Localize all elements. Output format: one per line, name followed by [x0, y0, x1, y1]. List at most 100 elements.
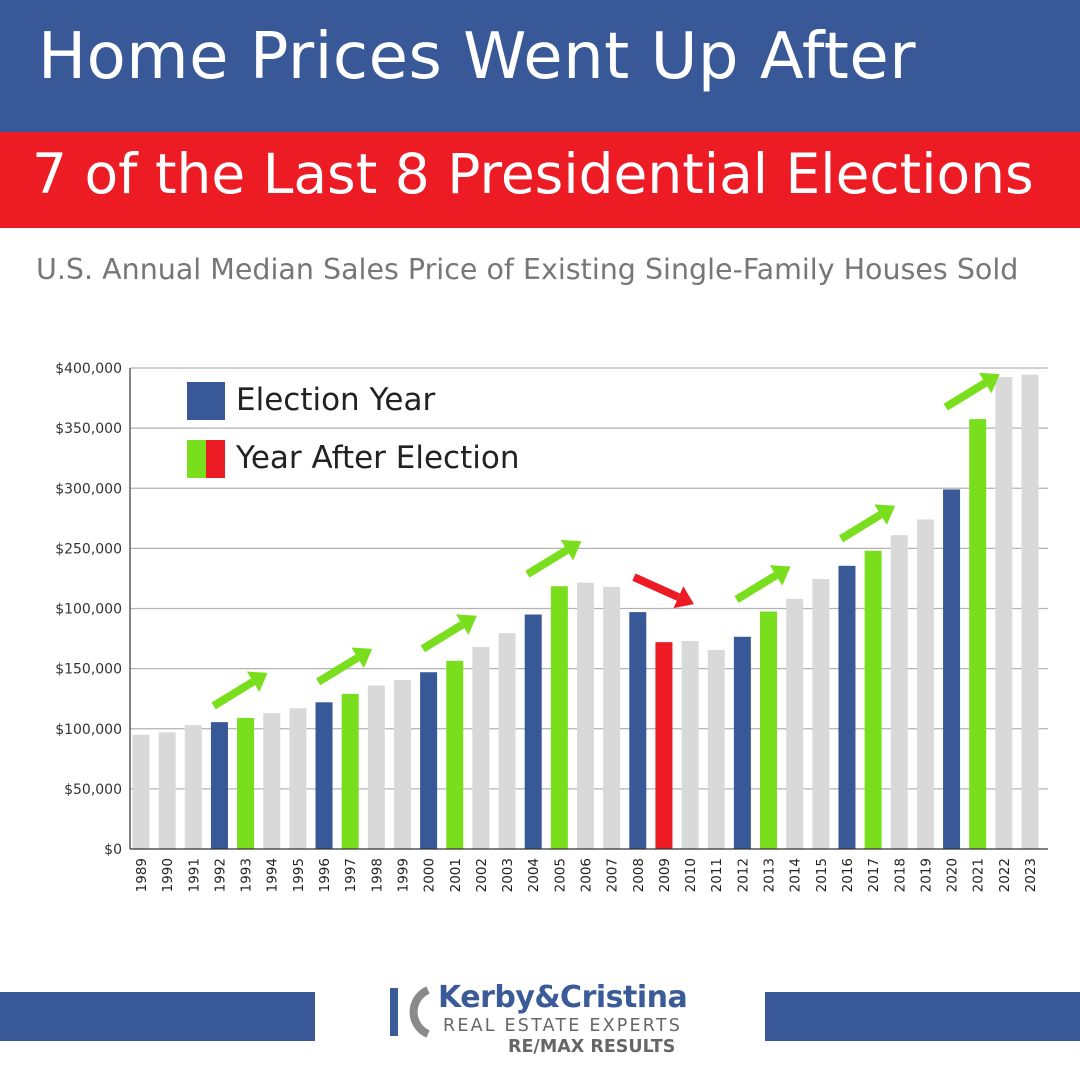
y-tick-label: $350,000 — [55, 421, 122, 437]
x-tick-label: 2018 — [892, 858, 908, 892]
kc-monogram-icon — [390, 986, 430, 1038]
y-tick-label: $0 — [104, 842, 122, 858]
footer-bar-right — [765, 992, 1080, 1041]
y-tick-label: $50,000 — [64, 782, 122, 798]
bar-1995 — [289, 708, 307, 849]
logo-tagline: REAL ESTATE EXPERTS — [443, 1016, 683, 1036]
chart-subtitle: U.S. Annual Median Sales Price of Existi… — [36, 253, 1019, 286]
bar-1989 — [132, 734, 150, 849]
bar-2014 — [786, 598, 804, 849]
bar-1991 — [184, 725, 202, 849]
legend-after-swatch — [187, 440, 225, 478]
bar-2005 — [550, 586, 568, 849]
x-tick-label: 1992 — [212, 858, 228, 892]
legend-election-swatch — [187, 382, 225, 420]
logo-brand: RE/MAX RESULTS — [508, 1037, 676, 1057]
title-banner-blue — [0, 0, 1080, 132]
title-line-2: 7 of the Last 8 Presidential Elections — [32, 142, 1034, 206]
legend-after-label: Year After Election — [236, 440, 520, 476]
x-tick-label: 2007 — [605, 858, 621, 892]
bar-2006 — [577, 582, 594, 849]
bar-2003 — [498, 633, 516, 849]
x-tick-label: 1998 — [369, 858, 385, 892]
trend-arrow — [420, 614, 477, 653]
bar-2019 — [916, 519, 934, 849]
x-tick-label: 2021 — [971, 858, 987, 892]
bar-2015 — [812, 579, 830, 849]
bar-2010 — [681, 640, 699, 849]
bar-1999 — [393, 680, 411, 849]
x-tick-label: 1997 — [343, 858, 359, 892]
x-tick-label: 2022 — [997, 858, 1013, 892]
x-tick-label: 2020 — [945, 858, 961, 892]
bar-1992 — [210, 722, 228, 849]
y-tick-label: $100,000 — [55, 602, 122, 618]
bar-1994 — [263, 713, 281, 849]
bar-2018 — [890, 535, 908, 849]
x-tick-label: 1991 — [186, 858, 202, 892]
x-tick-label: 1993 — [239, 858, 255, 892]
bar-2020 — [943, 489, 961, 849]
bar-2012 — [733, 636, 751, 849]
bar-2001 — [446, 660, 464, 849]
bar-2009 — [655, 642, 673, 849]
bar-1997 — [341, 693, 359, 849]
bar-2002 — [472, 646, 490, 849]
x-tick-label: 2013 — [762, 858, 778, 892]
y-tick-label: $400,000 — [55, 361, 122, 377]
x-tick-label: 2019 — [918, 858, 934, 892]
x-tick-label: 2023 — [1023, 858, 1039, 892]
x-tick-label: 1999 — [395, 858, 411, 892]
y-tick-label: $150,000 — [55, 662, 122, 678]
trend-arrow — [839, 504, 896, 543]
trend-arrows — [211, 372, 1000, 710]
y-tick-label: $250,000 — [55, 541, 122, 557]
y-tick-label: $100,000 — [55, 722, 122, 738]
bar-2008 — [629, 612, 647, 849]
x-tick-label: 1996 — [317, 858, 333, 892]
title-line-1: Home Prices Went Up After — [38, 20, 917, 94]
x-tick-label: 1995 — [291, 858, 307, 892]
bar-2022 — [995, 377, 1013, 849]
bar-2023 — [1021, 374, 1039, 849]
trend-arrow — [632, 573, 694, 609]
trend-arrow — [943, 372, 1000, 411]
bar-2000 — [420, 672, 438, 849]
bar-2016 — [838, 565, 856, 849]
trend-arrow — [734, 565, 791, 603]
trend-arrow — [211, 671, 268, 710]
x-tick-label: 2002 — [474, 858, 490, 892]
bar-2004 — [524, 614, 542, 849]
x-tick-label: 2006 — [579, 858, 595, 892]
x-tick-label: 2016 — [840, 858, 856, 892]
x-tick-label: 2003 — [500, 858, 516, 892]
company-logo: Kerby&Cristina REAL ESTATE EXPERTS RE/MA… — [388, 980, 708, 1060]
x-tick-label: 2010 — [683, 858, 699, 892]
bar-1996 — [315, 702, 333, 849]
bar-2021 — [969, 419, 987, 849]
legend-election-label: Election Year — [236, 382, 436, 418]
x-tick-label: 2009 — [657, 858, 673, 892]
bar-2011 — [707, 649, 725, 849]
x-tick-label: 2014 — [788, 858, 804, 892]
x-tick-label: 2000 — [422, 858, 438, 892]
x-tick-label: 1990 — [160, 858, 176, 892]
bar-chart: $0 $50,000 $100,000 $150,000 $100,000 $250,00… — [55, 361, 1048, 892]
bars — [132, 374, 1039, 849]
x-tick-label: 1989 — [134, 858, 150, 892]
y-tick-label: $300,000 — [55, 481, 122, 497]
bar-2017 — [864, 550, 882, 849]
x-tick-label: 2004 — [526, 858, 542, 892]
x-tick-label: 2005 — [552, 858, 568, 892]
bar-1993 — [237, 717, 255, 849]
x-tick-label: 1994 — [265, 858, 281, 892]
footer-bar-left — [0, 992, 315, 1041]
bar-1998 — [367, 685, 385, 849]
x-tick-label: 2012 — [735, 858, 751, 892]
x-tick-label: 2001 — [448, 858, 464, 892]
trend-arrow — [316, 647, 373, 686]
bar-2007 — [603, 586, 621, 849]
bar-2013 — [760, 611, 778, 849]
x-tick-label: 2011 — [709, 858, 725, 892]
trend-arrow — [525, 539, 582, 578]
